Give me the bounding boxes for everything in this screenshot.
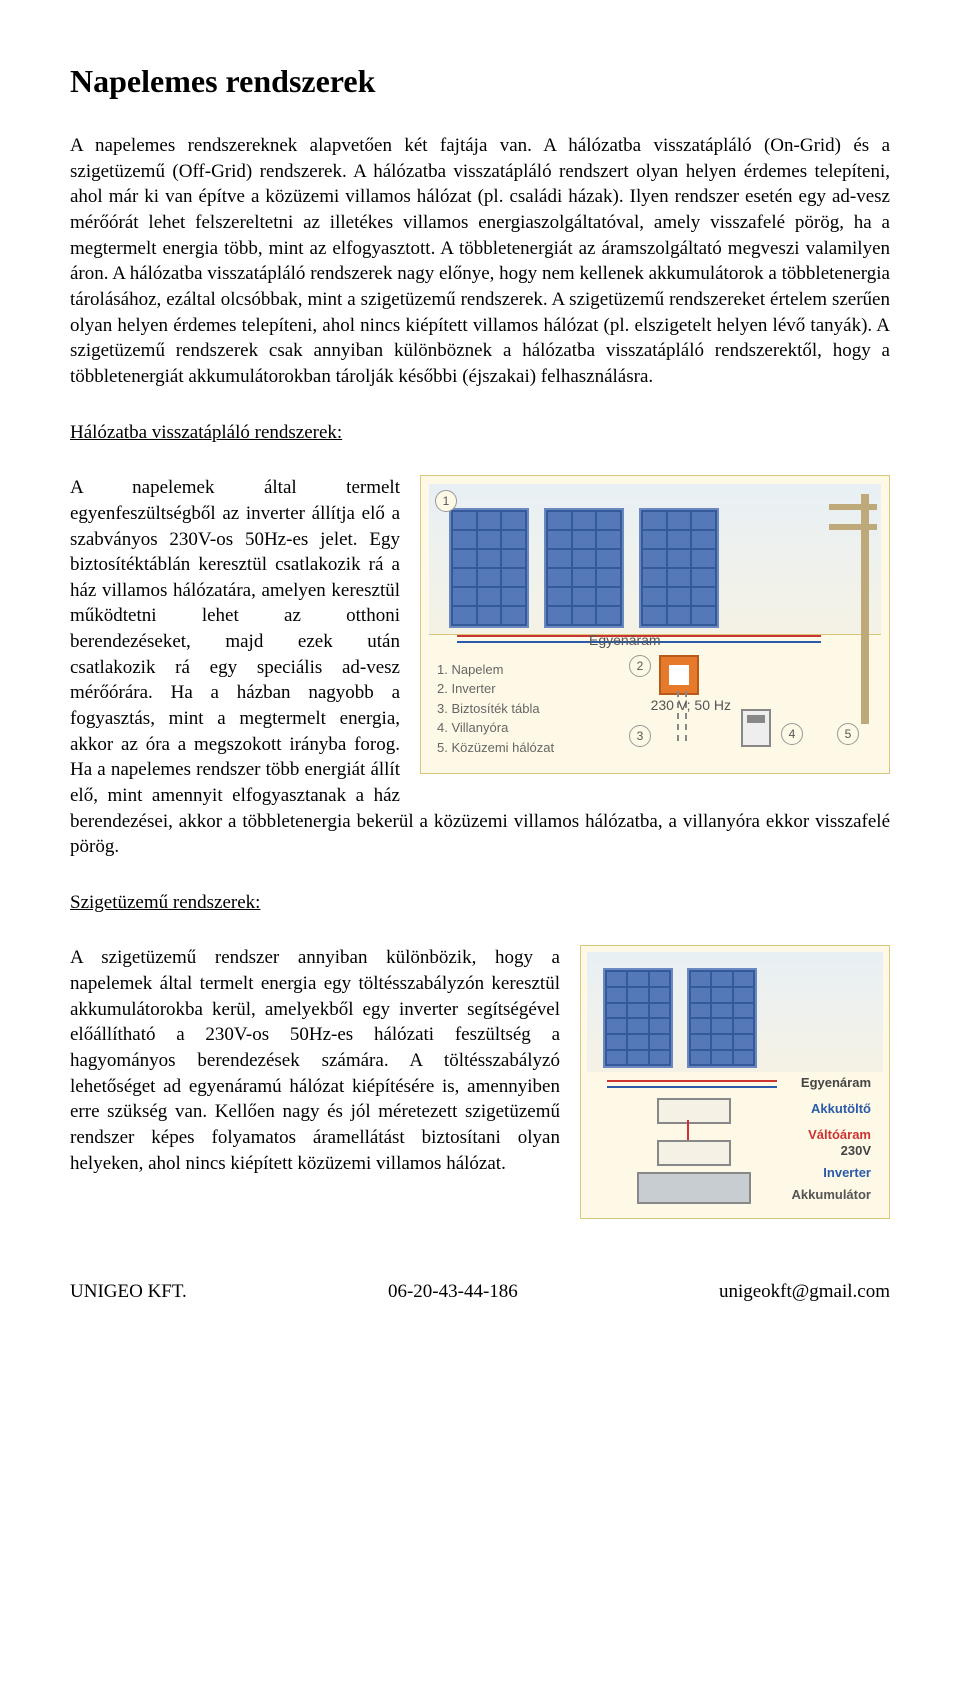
intro-paragraph: A napelemes rendszereknek alapvetően két… bbox=[70, 133, 890, 389]
legend-item: 4. Villanyóra bbox=[437, 718, 554, 738]
section2-heading: Szigetüzemű rendszerek: bbox=[70, 890, 890, 916]
inverter-box bbox=[657, 1140, 731, 1166]
diagram-ongrid: 1 Egyenáram 2 3 230 V; 50 Hz 4 5 1. Nape… bbox=[420, 475, 890, 774]
callout-5: 5 bbox=[837, 723, 859, 745]
diagram1-legend: 1. Napelem 2. Inverter 3. Biztosíték táb… bbox=[437, 660, 554, 758]
section2-block: Egyenáram Akkutöltő Váltóáram 230V Inver… bbox=[70, 945, 890, 1229]
label-inverter: Inverter bbox=[823, 1164, 871, 1182]
battery-box bbox=[637, 1172, 751, 1204]
legend-item: 2. Inverter bbox=[437, 679, 554, 699]
label-volt: 230V bbox=[841, 1142, 871, 1160]
section1-heading: Hálózatba visszatápláló rendszerek: bbox=[70, 420, 890, 446]
charger-box bbox=[657, 1098, 731, 1124]
callout-4: 4 bbox=[781, 723, 803, 745]
label-dc2: Egyenáram bbox=[801, 1074, 871, 1092]
inverter-icon bbox=[659, 655, 699, 695]
meter-icon bbox=[741, 709, 771, 747]
label-grid: 230 V; 50 Hz bbox=[651, 696, 731, 715]
label-charger: Akkutöltő bbox=[811, 1100, 871, 1118]
diagram-offgrid: Egyenáram Akkutöltő Váltóáram 230V Inver… bbox=[580, 945, 890, 1219]
section1-block: 1 Egyenáram 2 3 230 V; 50 Hz 4 5 1. Nape… bbox=[70, 475, 890, 860]
footer-phone: 06-20-43-44-186 bbox=[388, 1279, 518, 1305]
legend-item: 5. Közüzemi hálózat bbox=[437, 738, 554, 758]
page-title: Napelemes rendszerek bbox=[70, 60, 890, 103]
label-battery: Akkumulátor bbox=[792, 1186, 871, 1204]
page-footer: UNIGEO KFT. 06-20-43-44-186 unigeokft@gm… bbox=[70, 1279, 890, 1305]
callout-2: 2 bbox=[629, 655, 651, 677]
legend-item: 3. Biztosíték tábla bbox=[437, 699, 554, 719]
callout-3: 3 bbox=[629, 725, 651, 747]
footer-email: unigeokft@gmail.com bbox=[719, 1279, 890, 1305]
label-ac: Váltóáram bbox=[808, 1126, 871, 1144]
label-dc: Egyenáram bbox=[589, 631, 661, 650]
footer-company: UNIGEO KFT. bbox=[70, 1279, 187, 1305]
legend-item: 1. Napelem bbox=[437, 660, 554, 680]
